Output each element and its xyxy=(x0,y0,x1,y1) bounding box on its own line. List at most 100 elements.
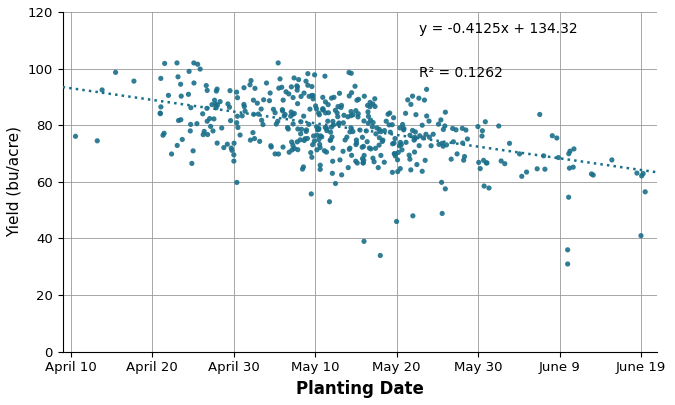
Point xyxy=(385,129,396,135)
Point xyxy=(185,128,196,134)
Point xyxy=(271,121,281,127)
Point xyxy=(358,143,369,150)
Point xyxy=(163,92,174,99)
Point xyxy=(177,136,188,143)
Point xyxy=(198,131,209,138)
Point xyxy=(223,101,234,107)
Point xyxy=(288,111,298,117)
Point xyxy=(323,109,334,116)
Point xyxy=(358,238,369,245)
Point xyxy=(207,101,217,108)
Point xyxy=(384,110,395,116)
Point xyxy=(301,127,312,133)
Point xyxy=(155,104,166,110)
Point xyxy=(225,117,236,124)
Point xyxy=(308,92,319,99)
Point xyxy=(227,147,238,153)
Point xyxy=(208,128,219,134)
Point xyxy=(215,98,225,105)
Point xyxy=(479,183,489,189)
Point xyxy=(276,84,287,90)
Point xyxy=(248,97,259,103)
Point xyxy=(436,179,447,185)
Point xyxy=(370,103,381,110)
Point xyxy=(500,160,510,167)
Point xyxy=(410,136,421,142)
Point xyxy=(325,137,336,143)
Point xyxy=(472,124,483,130)
Point xyxy=(424,118,435,124)
Point xyxy=(433,121,444,128)
Point xyxy=(284,91,294,97)
Point xyxy=(424,134,435,141)
Point xyxy=(389,140,400,146)
Point xyxy=(273,85,284,92)
Point xyxy=(407,93,418,99)
Point xyxy=(640,189,651,195)
Point xyxy=(300,78,311,84)
Point xyxy=(219,144,230,151)
Point xyxy=(394,143,405,149)
Point xyxy=(324,198,335,205)
Point xyxy=(201,82,212,89)
Point xyxy=(328,122,339,128)
Point xyxy=(346,113,356,119)
Point xyxy=(457,125,468,132)
Point xyxy=(419,97,430,103)
Point xyxy=(308,96,319,102)
Point xyxy=(235,132,246,138)
Point xyxy=(259,96,269,103)
Point xyxy=(414,132,425,139)
Point xyxy=(320,99,331,105)
Point xyxy=(300,136,310,142)
Point xyxy=(313,136,324,143)
Point xyxy=(188,60,199,66)
Point xyxy=(202,105,213,112)
Point xyxy=(159,130,169,136)
Point xyxy=(183,91,194,98)
Point xyxy=(254,138,265,145)
Point xyxy=(414,95,425,101)
Point xyxy=(311,124,322,130)
Point xyxy=(351,140,362,146)
Point xyxy=(421,131,431,138)
Point xyxy=(286,109,296,115)
Point xyxy=(194,66,205,72)
Point xyxy=(344,129,355,135)
Point xyxy=(283,126,294,132)
Point xyxy=(362,109,373,115)
Point xyxy=(229,140,240,147)
Point xyxy=(363,113,374,119)
Point xyxy=(256,106,267,112)
Point xyxy=(240,108,250,115)
Point xyxy=(338,148,348,155)
Point xyxy=(483,185,494,191)
Point xyxy=(358,118,369,124)
Point xyxy=(313,125,324,132)
Point xyxy=(457,140,468,146)
Point xyxy=(295,130,306,137)
Point xyxy=(363,120,374,126)
Point xyxy=(186,104,196,111)
Point xyxy=(265,90,275,96)
Point xyxy=(244,81,255,88)
Point xyxy=(248,111,259,117)
Point xyxy=(289,145,300,151)
Point xyxy=(406,166,416,173)
Point xyxy=(564,151,574,157)
Point xyxy=(302,70,313,77)
Point xyxy=(319,73,330,79)
Point xyxy=(305,149,316,156)
Point xyxy=(428,131,439,137)
Point xyxy=(307,141,318,148)
Point xyxy=(388,115,399,121)
Text: R² = 0.1262: R² = 0.1262 xyxy=(419,66,504,80)
Text: y = -0.4125x + 134.32: y = -0.4125x + 134.32 xyxy=(419,22,578,36)
Point xyxy=(437,140,448,147)
Point xyxy=(373,164,383,171)
Point xyxy=(228,151,239,158)
Point xyxy=(192,61,203,68)
Point xyxy=(317,134,327,140)
Point xyxy=(335,157,346,163)
Point xyxy=(535,111,545,118)
